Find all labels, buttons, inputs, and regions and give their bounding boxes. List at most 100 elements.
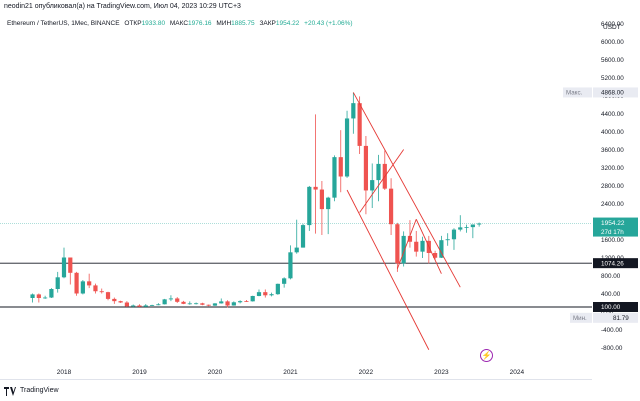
candle-body bbox=[99, 291, 104, 293]
candle-body bbox=[351, 103, 356, 119]
candle-body bbox=[55, 277, 60, 289]
candle-body bbox=[451, 229, 457, 240]
currency-label: USDT bbox=[603, 24, 621, 31]
candle-body bbox=[300, 225, 306, 248]
candle-body bbox=[370, 180, 375, 191]
countdown-value: 27d 17h bbox=[601, 229, 624, 236]
publication-header: neodin21 опубликовал(а) на TradingView.c… bbox=[0, 0, 640, 14]
candle-body bbox=[143, 305, 148, 307]
x-tick-label: 2021 bbox=[283, 369, 298, 376]
candle-body bbox=[470, 224, 475, 228]
x-tick-label: 2023 bbox=[434, 369, 449, 376]
last-price-value: 1954.22 bbox=[601, 220, 625, 227]
candle-body bbox=[193, 303, 199, 305]
candle-body bbox=[420, 240, 425, 252]
candle-body bbox=[61, 257, 67, 278]
candle-body bbox=[93, 285, 98, 292]
candle-body bbox=[376, 163, 381, 181]
level-2-bg bbox=[593, 302, 638, 312]
candle-body bbox=[439, 240, 444, 258]
close-value: 1954.22 bbox=[275, 20, 300, 27]
symbol-name[interactable]: Ethereum / TetherUS, 1Mec, BINANCE bbox=[7, 20, 120, 27]
x-tick-label: 2024 bbox=[510, 369, 525, 376]
min-tag-bg bbox=[570, 312, 592, 323]
level-1-bg bbox=[593, 258, 638, 269]
lightning-icon[interactable]: ⚡ bbox=[480, 349, 493, 362]
candle-body bbox=[30, 294, 35, 298]
candle-body bbox=[231, 302, 236, 306]
candle-body bbox=[332, 157, 337, 198]
candle-body bbox=[36, 294, 41, 298]
max-value: 4868.00 bbox=[601, 90, 624, 97]
trendline bbox=[346, 189, 430, 350]
trendline bbox=[359, 149, 405, 213]
y-tick-label: -400.00 bbox=[601, 327, 623, 334]
last-price-bg bbox=[593, 217, 638, 237]
min-tag-label: Мин. bbox=[573, 315, 587, 322]
y-tick-label: 3200.00 bbox=[601, 165, 624, 172]
candle-body bbox=[357, 103, 362, 146]
y-tick-label: 5200.00 bbox=[601, 75, 624, 82]
brand-name: TradingView bbox=[20, 387, 59, 394]
candle-body bbox=[219, 301, 224, 304]
candle-body bbox=[313, 186, 318, 190]
candle-body bbox=[282, 278, 287, 284]
max-tag-label: Макс. bbox=[566, 90, 583, 97]
y-tick-label: 2400.00 bbox=[601, 201, 624, 208]
candle-body bbox=[464, 227, 469, 228]
open-value: 1933.80 bbox=[141, 20, 166, 27]
candle-body bbox=[105, 292, 111, 299]
open-label: ОТКР bbox=[124, 20, 142, 27]
high-value: 1976.16 bbox=[188, 20, 212, 27]
candle-body bbox=[445, 239, 450, 241]
y-tick-label: -800.00 bbox=[601, 345, 623, 352]
candle-body bbox=[212, 303, 218, 306]
candle-body bbox=[238, 301, 243, 303]
candle-body bbox=[319, 189, 324, 210]
candle-body bbox=[344, 118, 350, 177]
candle-body bbox=[269, 294, 274, 296]
candle-body bbox=[433, 253, 438, 258]
y-tick-label: 4400.00 bbox=[601, 111, 624, 118]
candle-body bbox=[338, 157, 343, 177]
low-value: 1885.75 bbox=[231, 20, 255, 27]
candle-body bbox=[118, 301, 123, 303]
close-label: ЗАКР bbox=[259, 20, 276, 27]
y-tick-label: 5600.00 bbox=[601, 57, 624, 64]
x-tick-label: 2019 bbox=[132, 369, 147, 376]
low-label: МИН bbox=[216, 20, 232, 27]
candle-body bbox=[200, 303, 205, 305]
candle-body bbox=[49, 289, 54, 298]
min-value-bg bbox=[593, 312, 638, 323]
y-tick-label: 6000.00 bbox=[601, 39, 624, 46]
max-tag-bg bbox=[563, 87, 592, 98]
y-tick-label: 3600.00 bbox=[601, 147, 624, 154]
trendline bbox=[396, 219, 417, 269]
candle-body bbox=[363, 145, 369, 191]
y-tick-label: 2800.00 bbox=[601, 183, 624, 190]
level-2-value: 100.00 bbox=[601, 304, 621, 311]
candle-body bbox=[407, 235, 413, 242]
candle-body bbox=[131, 305, 136, 307]
min-value: 81.79 bbox=[613, 315, 629, 322]
candle-body bbox=[112, 298, 117, 302]
candle-body bbox=[225, 301, 230, 306]
candle-body bbox=[87, 281, 92, 286]
candle-body bbox=[74, 272, 79, 294]
x-tick-label: 2018 bbox=[57, 369, 72, 376]
candle-body bbox=[68, 257, 73, 273]
candle-body bbox=[250, 295, 255, 302]
candle-body bbox=[395, 224, 400, 264]
publication-text: neodin21 опубликовал(а) на TradingView.c… bbox=[4, 3, 241, 10]
candle-body bbox=[168, 298, 174, 300]
candle-body bbox=[124, 302, 129, 307]
candle-body bbox=[477, 223, 482, 225]
candle-body bbox=[187, 303, 192, 305]
candle-body bbox=[294, 247, 299, 253]
footer-brand[interactable]: TradingView bbox=[4, 385, 59, 397]
candle-body bbox=[244, 301, 249, 302]
y-tick-label: 400.00 bbox=[601, 291, 621, 298]
candle-body bbox=[326, 197, 331, 210]
max-value-bg bbox=[593, 87, 638, 98]
